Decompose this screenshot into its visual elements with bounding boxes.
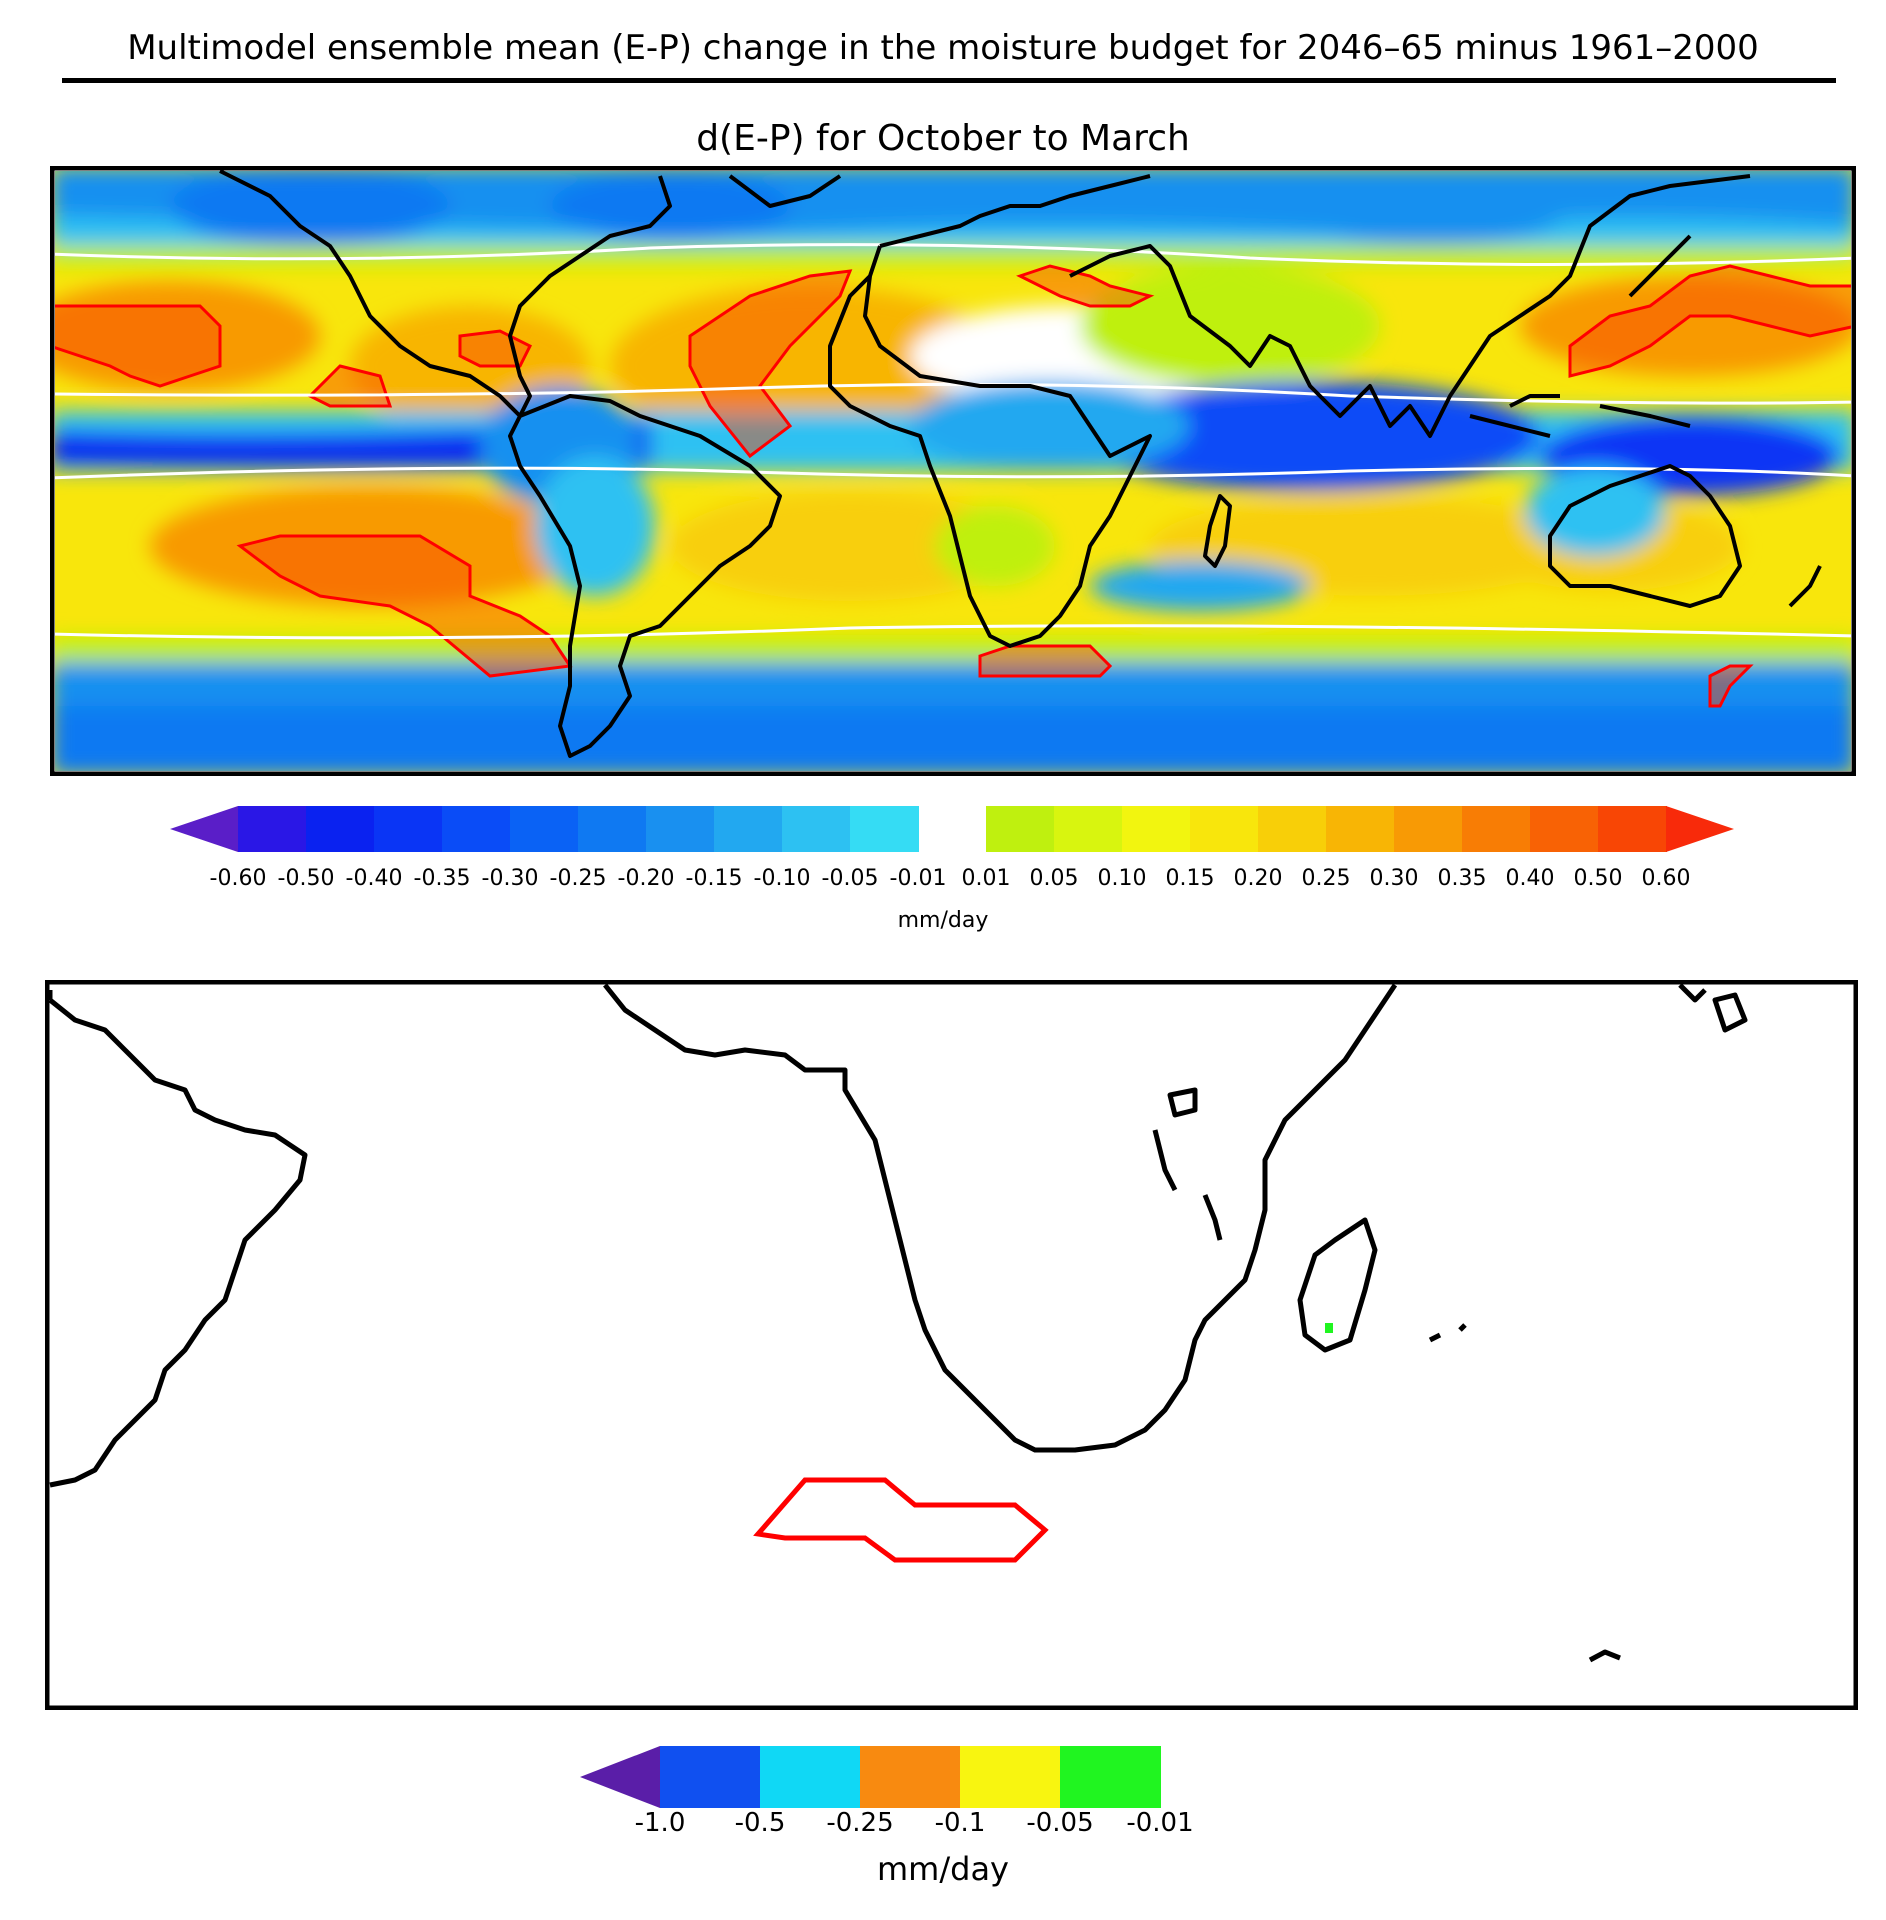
colorbar-segment — [850, 806, 919, 852]
colorbar-tick-label: 0.25 — [1301, 866, 1351, 891]
small-significant-area — [1325, 1323, 1333, 1333]
colorbar-tick-label: -0.25 — [549, 866, 607, 891]
colorbar-tick-label: 0.10 — [1097, 866, 1147, 891]
colorbar-tick-label: -0.35 — [413, 866, 471, 891]
colorbar-tick-label: 0.05 — [1029, 866, 1079, 891]
colorbar-tick-label: 0.20 — [1233, 866, 1283, 891]
title-divider — [62, 78, 1836, 83]
colorbar-tick-label: -0.30 — [481, 866, 539, 891]
colorbar-segment — [1122, 806, 1191, 852]
colorbar-tick-label: -0.01 — [889, 866, 947, 891]
colorbar-segment — [1190, 806, 1259, 852]
coastlines — [219, 169, 1822, 758]
colorbar-tick-label: -0.60 — [209, 866, 267, 891]
colorbar-segment — [1598, 806, 1667, 852]
colorbar-segment — [238, 806, 307, 852]
significance-contour — [753, 1477, 1049, 1563]
colorbar-segment — [986, 806, 1055, 852]
colorbar-segment — [760, 1746, 861, 1808]
colorbar-tick-label: -0.20 — [617, 866, 675, 891]
top-colorbar-ticks: -0.60 -0.50 -0.40 -0.35 -0.30 -0.25 -0.20 -0.15… — [0, 866, 1886, 896]
global-ep-change-map — [50, 166, 1856, 776]
top-colorbar-negative — [170, 806, 919, 852]
colorbar-segment — [1326, 806, 1395, 852]
colorbar-arrow-right — [1666, 806, 1734, 852]
colorbar-segment — [442, 806, 511, 852]
top-colorbar-unit: mm/day — [897, 908, 989, 933]
top-map-frame — [50, 166, 1856, 776]
colorbar-segment — [1060, 1746, 1161, 1808]
colorbar-segment — [782, 806, 851, 852]
colorbar-segment — [578, 806, 647, 852]
colorbar-tick-label: -0.50 — [277, 866, 335, 891]
colorbar-segment — [714, 806, 783, 852]
panel-title: d(E-P) for October to March — [696, 118, 1190, 159]
colorbar-tick-label: -0.05 — [821, 866, 879, 891]
colorbar-segment — [1394, 806, 1463, 852]
colorbar-segment — [1530, 806, 1599, 852]
colorbar-tick-label: -0.05 — [1026, 1808, 1094, 1838]
colorbar-tick-label: -0.10 — [753, 866, 811, 891]
colorbar-tick-label: 0.60 — [1641, 866, 1691, 891]
colorbar-tick-label: -0.15 — [685, 866, 743, 891]
bottom-colorbar-ticks: -1.0 -0.5 -0.25 -0.1 -0.05 -0.01 — [0, 1808, 1886, 1842]
colorbar-segment — [1462, 806, 1531, 852]
colorbar-tick-label: 0.35 — [1437, 866, 1487, 891]
bottom-colorbar-unit: mm/day — [877, 1850, 1009, 1888]
bottom-colorbar-segments — [580, 1746, 1161, 1808]
colorbar-tick-label: 0.15 — [1165, 866, 1215, 891]
colorbar-tick-label: -0.25 — [826, 1808, 894, 1838]
ep-field-shading — [55, 171, 1851, 771]
top-colorbar-positive — [986, 806, 1734, 852]
significance-contours — [55, 264, 1851, 708]
colorbar-tick-label: -0.01 — [1126, 1808, 1194, 1838]
colorbar-tick-label: -0.5 — [734, 1808, 786, 1838]
colorbar-segment — [960, 1746, 1061, 1808]
coastlines — [47, 983, 1748, 1663]
colorbar-arrow-left — [580, 1746, 660, 1808]
colorbar-tick-label: -0.40 — [345, 866, 403, 891]
colorbar-segment — [660, 1746, 761, 1808]
colorbar-tick-label: 0.30 — [1369, 866, 1419, 891]
colorbar-segment — [860, 1746, 961, 1808]
south-atlantic-region-map — [45, 980, 1858, 1710]
colorbar-tick-label: -0.1 — [934, 1808, 986, 1838]
colorbar-tick-label: 0.50 — [1573, 866, 1623, 891]
figure-title: Multimodel ensemble mean (E-P) change in… — [127, 28, 1759, 68]
bottom-map-frame — [45, 980, 1858, 1710]
colorbar-tick-label: 0.40 — [1505, 866, 1555, 891]
colorbar-segment — [1054, 806, 1123, 852]
bottom-colorbar — [580, 1746, 1161, 1808]
colorbar-arrow-left — [170, 806, 238, 852]
colorbar-segment — [1258, 806, 1327, 852]
colorbar-segment — [510, 806, 579, 852]
colorbar-segment — [306, 806, 375, 852]
colorbar-segment — [646, 806, 715, 852]
top-colorbar — [170, 806, 1734, 852]
colorbar-segment — [374, 806, 443, 852]
colorbar-tick-label: -1.0 — [634, 1808, 686, 1838]
colorbar-tick-label: 0.01 — [961, 866, 1011, 891]
